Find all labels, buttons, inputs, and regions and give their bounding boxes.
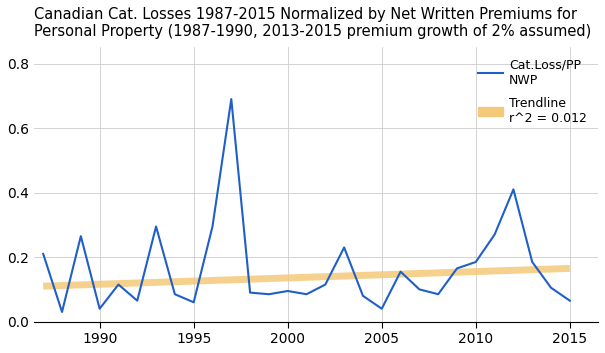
Text: Canadian Cat. Losses 1987-2015 Normalized by Net Written Premiums for
Personal P: Canadian Cat. Losses 1987-2015 Normalize… bbox=[34, 7, 591, 39]
Legend: Cat.Loss/PP
NWP, Trendline
r^2 = 0.012: Cat.Loss/PP NWP, Trendline r^2 = 0.012 bbox=[473, 54, 592, 130]
